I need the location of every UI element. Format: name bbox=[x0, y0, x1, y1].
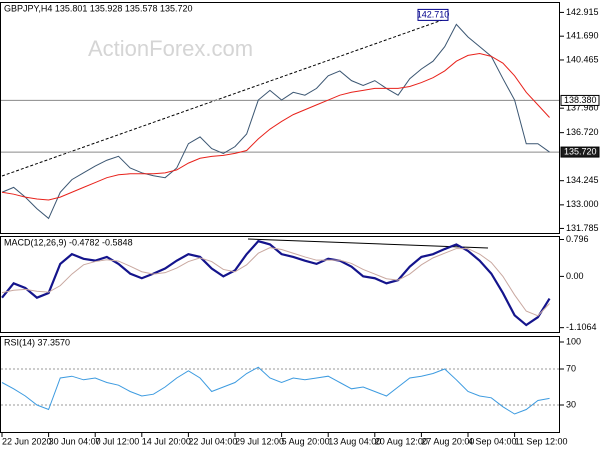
x-tick-label: 30 Jun 04:00 bbox=[49, 436, 101, 446]
rsi-panel bbox=[0, 336, 560, 433]
series-line bbox=[1, 23, 550, 220]
x-tick-label: 27 Aug 20:00 bbox=[421, 436, 474, 446]
series-line bbox=[1, 366, 550, 415]
y-tick-label: 133.000 bbox=[566, 199, 599, 209]
x-tick-label: 11 Sep 12:00 bbox=[515, 436, 568, 446]
y-tick-label: 134.245 bbox=[566, 175, 599, 185]
y-tick-label: 142.915 bbox=[566, 7, 599, 17]
series-line bbox=[1, 52, 550, 201]
y-tick-label: 100 bbox=[566, 336, 581, 346]
watermark: ActionForex.com bbox=[88, 36, 253, 61]
series-line bbox=[1, 247, 550, 317]
macd-title: MACD(12,26,9) -0.4782 -0.5848 bbox=[4, 237, 133, 247]
y-tick-label: 131.785 bbox=[566, 223, 599, 233]
y-tick-label: 137.980 bbox=[566, 103, 599, 113]
level-label-box bbox=[560, 146, 600, 158]
level-label: 138.380 bbox=[564, 95, 597, 105]
y-tick-label: 0.796 bbox=[566, 234, 589, 244]
trend-line bbox=[1, 17, 449, 177]
price-title: GBPJPY,H4 135.801 135.928 135.578 135.72… bbox=[4, 3, 193, 13]
annotation-box bbox=[417, 8, 449, 21]
x-tick-label: 13 Aug 04:00 bbox=[328, 436, 381, 446]
x-tick-label: 5 Aug 20:00 bbox=[282, 436, 330, 446]
x-tick-label: 29 Jul 12:00 bbox=[235, 436, 284, 446]
series-line bbox=[1, 239, 551, 327]
level-label-box bbox=[560, 94, 600, 106]
annotation: 142.710 bbox=[417, 9, 450, 19]
y-tick-label: -1.1064 bbox=[566, 322, 597, 332]
x-tick-label: 22 Jul 04:00 bbox=[188, 436, 237, 446]
x-tick-label: 20 Aug 12:00 bbox=[375, 436, 428, 446]
x-tick-label: 7 Jul 12:00 bbox=[95, 436, 139, 446]
x-tick-label: 14 Jul 20:00 bbox=[142, 436, 191, 446]
y-tick-label: 70 bbox=[566, 363, 576, 373]
macd-panel bbox=[0, 236, 560, 333]
rsi-title: RSI(14) 37.3570 bbox=[4, 337, 70, 347]
y-tick-label: 141.690 bbox=[566, 31, 599, 41]
x-tick-label: 4 Sep 04:00 bbox=[468, 436, 517, 446]
macd-divergence-line bbox=[247, 238, 489, 249]
level-label: 135.720 bbox=[564, 146, 597, 156]
x-tick-label: 22 Jun 2020 bbox=[2, 436, 52, 446]
y-tick-label: 0.00 bbox=[566, 271, 584, 281]
y-tick-label: 136.720 bbox=[566, 127, 599, 137]
price-panel bbox=[0, 2, 560, 234]
y-tick-label: 140.465 bbox=[566, 54, 599, 64]
y-tick-label: 30 bbox=[566, 399, 576, 409]
